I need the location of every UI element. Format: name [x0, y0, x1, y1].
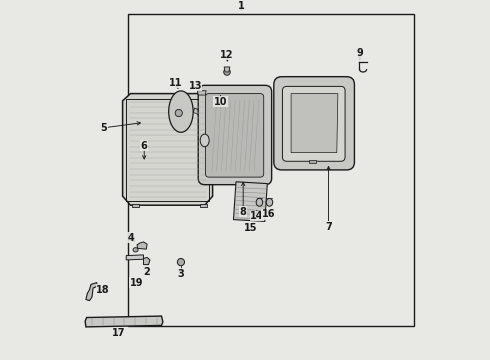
Text: 10: 10: [214, 96, 227, 107]
Polygon shape: [309, 160, 316, 163]
FancyBboxPatch shape: [198, 85, 271, 185]
Ellipse shape: [133, 248, 138, 252]
Ellipse shape: [266, 198, 273, 206]
Polygon shape: [144, 257, 150, 265]
Polygon shape: [137, 242, 147, 249]
Text: 9: 9: [356, 48, 363, 58]
Polygon shape: [122, 94, 213, 205]
Text: 14: 14: [250, 211, 264, 221]
Polygon shape: [233, 182, 268, 221]
Text: 18: 18: [96, 285, 110, 295]
FancyBboxPatch shape: [282, 86, 345, 161]
Text: 2: 2: [144, 267, 150, 277]
Text: 15: 15: [244, 222, 257, 233]
FancyBboxPatch shape: [274, 77, 354, 170]
Text: 5: 5: [100, 123, 107, 133]
Text: 17: 17: [112, 328, 126, 338]
Ellipse shape: [177, 258, 185, 266]
Polygon shape: [193, 108, 199, 114]
Polygon shape: [86, 283, 98, 301]
Polygon shape: [85, 316, 163, 327]
Text: 13: 13: [189, 81, 202, 91]
Ellipse shape: [169, 91, 193, 132]
Text: 3: 3: [177, 269, 184, 279]
Polygon shape: [128, 14, 414, 326]
Text: 12: 12: [220, 50, 234, 60]
Polygon shape: [291, 94, 338, 153]
Text: 11: 11: [169, 78, 183, 88]
Ellipse shape: [175, 109, 182, 117]
Polygon shape: [132, 204, 139, 207]
Text: 8: 8: [240, 207, 246, 217]
Text: 4: 4: [127, 233, 134, 243]
Polygon shape: [197, 91, 206, 95]
Text: 6: 6: [141, 141, 147, 151]
Text: 19: 19: [129, 278, 143, 288]
FancyBboxPatch shape: [205, 94, 264, 177]
Polygon shape: [224, 67, 230, 72]
Text: 16: 16: [262, 209, 275, 219]
Polygon shape: [126, 255, 144, 260]
Ellipse shape: [200, 134, 209, 147]
Text: 1: 1: [238, 1, 245, 12]
Text: 7: 7: [325, 222, 332, 232]
Ellipse shape: [224, 69, 230, 75]
Ellipse shape: [256, 198, 263, 206]
Polygon shape: [200, 204, 207, 207]
